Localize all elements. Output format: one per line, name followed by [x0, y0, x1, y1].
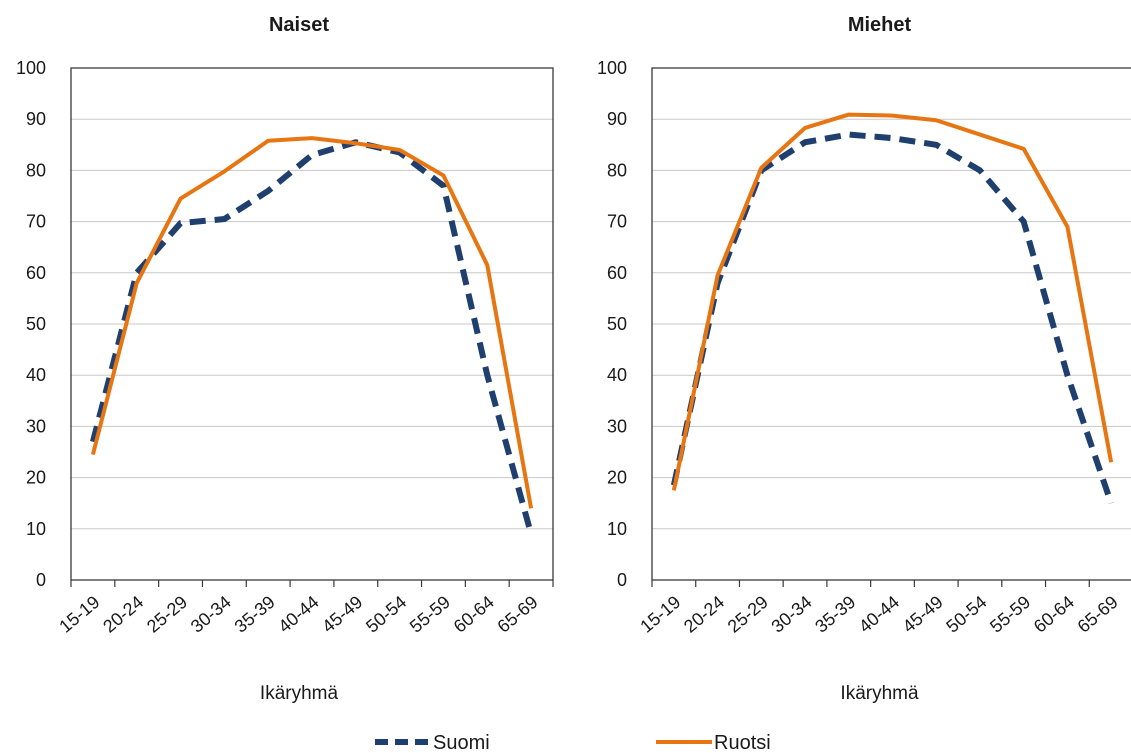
x-tick-label: 40-44 — [274, 592, 322, 637]
legend: Suomi Ruotsi — [375, 732, 771, 753]
y-tick-label: 80 — [26, 160, 46, 180]
x-tick-label: 25-29 — [143, 592, 191, 637]
plot-area-border — [70, 67, 554, 581]
y-tick-label: 0 — [36, 570, 46, 590]
x-tick-label: 35-39 — [811, 592, 859, 637]
y-tick-label: 100 — [597, 58, 627, 78]
y-tick-label: 90 — [26, 109, 46, 129]
y-tick-label: 50 — [26, 314, 46, 334]
x-tick-label: 45-49 — [318, 592, 366, 637]
y-tick-label: 10 — [26, 519, 46, 539]
x-tick-label: 15-19 — [636, 592, 684, 637]
x-tick-label: 35-39 — [231, 592, 279, 637]
y-tick-label: 20 — [26, 468, 46, 488]
series-line-ruotsi — [671, 112, 1114, 491]
x-tick-label: 15-19 — [55, 592, 103, 637]
legend-label-suomi: Suomi — [433, 732, 490, 753]
y-tick-label: 50 — [607, 314, 627, 334]
panel-miehet: 0 10 20 30 40 50 60 70 80 90 100 15-1920-2425-2930-… — [597, 14, 1131, 704]
y-tick-label: 0 — [617, 570, 627, 590]
x-tick-label: 50-54 — [942, 592, 990, 637]
x-tick-label: 55-59 — [406, 592, 454, 637]
panel-naiset: 0 10 20 30 40 50 60 70 80 90 100 15-1920-2425-2930-… — [16, 14, 554, 704]
x-tick-label: 20-24 — [99, 592, 147, 637]
y-tick-label: 20 — [607, 468, 627, 488]
x-tick-label: 20-24 — [680, 592, 728, 637]
chart-title: Naiset — [269, 14, 329, 36]
x-tick-label: 65-69 — [1074, 592, 1122, 637]
y-tick-label: 30 — [26, 416, 46, 436]
x-tick-label: 55-59 — [986, 592, 1034, 637]
y-tick-label: 70 — [607, 212, 627, 232]
y-tick-label: 40 — [607, 365, 627, 385]
y-tick-label: 60 — [607, 263, 627, 283]
x-tick-label: 60-64 — [1030, 592, 1078, 637]
x-tick-label: 45-49 — [899, 592, 947, 637]
series-line-ruotsi — [90, 136, 534, 509]
x-tick-label: 40-44 — [855, 592, 903, 637]
x-tick-label: 25-29 — [724, 592, 772, 637]
y-tick-label: 40 — [26, 365, 46, 385]
plot-area-border — [651, 67, 1131, 581]
y-tick-label: 60 — [26, 263, 46, 283]
x-tick-label: 30-34 — [187, 592, 235, 637]
x-tick-label: 65-69 — [494, 592, 542, 637]
y-tick-label: 30 — [607, 416, 627, 436]
chart-title: Miehet — [848, 14, 912, 36]
y-tick-label: 10 — [607, 519, 627, 539]
x-axis-label: Ikäryhmä — [260, 683, 339, 704]
legend-label-ruotsi: Ruotsi — [714, 732, 771, 753]
y-tick-label: 70 — [26, 212, 46, 232]
x-tick-label: 60-64 — [450, 592, 498, 637]
y-tick-label: 90 — [607, 109, 627, 129]
x-tick-label: 50-54 — [362, 592, 410, 637]
y-tick-label: 100 — [16, 58, 46, 78]
x-axis-label: Ikäryhmä — [840, 683, 919, 704]
series-line-suomi — [90, 139, 534, 535]
x-tick-label: 30-34 — [767, 592, 815, 637]
y-tick-label: 80 — [607, 160, 627, 180]
